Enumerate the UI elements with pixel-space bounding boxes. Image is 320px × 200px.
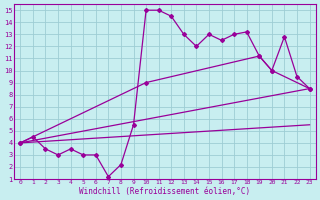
X-axis label: Windchill (Refroidissement éolien,°C): Windchill (Refroidissement éolien,°C)	[79, 187, 251, 196]
